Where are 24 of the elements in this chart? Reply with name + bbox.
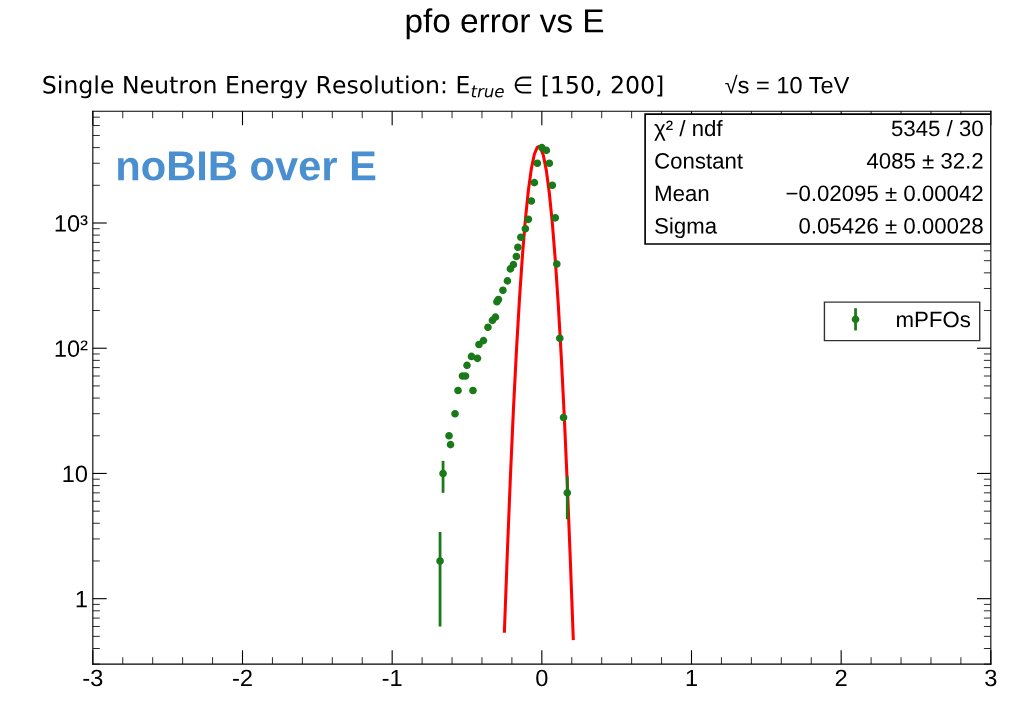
annotation: −0.02095 ± 0.00042: [786, 185, 983, 202]
annotation: 5345 / 30: [891, 119, 983, 137]
annotation: 4085 ± 32.2: [866, 153, 983, 169]
legend-label: mPFOs: [897, 311, 971, 328]
x-tick-label: 1: [686, 669, 697, 687]
text: √s = 10 TeV: [725, 74, 850, 94]
x-tick-label: -1: [382, 669, 402, 687]
x-tick-label: 3: [985, 669, 997, 687]
chart-title: pfo error vs E: [406, 8, 604, 40]
annotation: noBIB over E: [118, 151, 376, 181]
annotation: Mean: [655, 185, 709, 202]
y-tick-label: 10: [63, 465, 88, 483]
annotation: χ² / ndf: [654, 119, 723, 141]
y-tick-label: 10³: [55, 215, 88, 232]
x-tick-label: 0: [536, 669, 548, 687]
y-tick-label: 1: [76, 590, 87, 608]
chart-subtitle: Single Neutron Energy Resolution: E$_{true}$ ∈ [150, 200]: [43, 75, 663, 99]
x-tick-label: -3: [83, 669, 103, 687]
x-tick-label: 2: [835, 669, 847, 687]
y-tick-label: 10²: [55, 340, 88, 358]
annotation: 0.05426 ± 0.00028: [799, 217, 983, 234]
x-tick-label: -2: [233, 669, 252, 687]
annotation: Sigma: [655, 217, 718, 239]
annotation: Constant: [655, 153, 743, 169]
